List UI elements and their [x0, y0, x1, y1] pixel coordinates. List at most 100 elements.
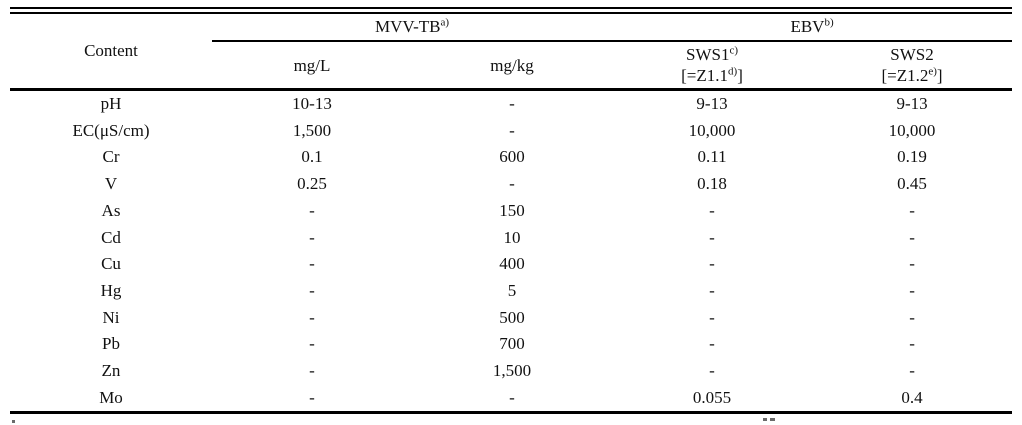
column-header-sws2: SWS2 [=Z1.2e)] — [812, 41, 1013, 91]
sws1-value-cell: 0.11 — [697, 147, 727, 167]
row-label-cell: As — [101, 200, 121, 220]
footnote-mark-b: b) — [824, 16, 834, 29]
mg-l-value-cell: 1,500 — [292, 120, 332, 140]
mg-kg-value-cell: 700 — [499, 334, 525, 354]
sws1-value-cell: - — [709, 334, 715, 354]
table-header: Content MVV-TBa) EBVb) mg/L mg/kg SWS1c) — [10, 14, 1013, 91]
sws1-value-cell: 9-13 — [696, 94, 728, 113]
column-label-sws2: SWS2 — [890, 45, 934, 64]
sws1-value-cell: 0.18 — [697, 174, 727, 194]
mg-l-value-cell: - — [309, 227, 315, 247]
mg-kg-value-cell: 150 — [499, 200, 525, 220]
group-header-mvv-tb: MVV-TBa) — [212, 14, 613, 42]
table-row: Pb - 700 - - — [10, 331, 1012, 358]
mg-l-value-cell: - — [309, 361, 315, 381]
clipped-footnote-fragment — [12, 420, 15, 423]
table-row: Cu - 400 - - — [10, 251, 1012, 278]
column-header-mg-kg: mg/kg — [412, 41, 613, 91]
table-row: As - 150 - - — [10, 198, 1012, 225]
column-label-mg-l: mg/L — [293, 55, 331, 75]
sws2-value-cell: - — [909, 227, 915, 247]
mg-kg-value-cell: 500 — [499, 307, 525, 327]
footnote-mark-e: e) — [928, 65, 937, 78]
sws1-value-cell: - — [709, 307, 715, 327]
data-table: Content MVV-TBa) EBVb) mg/L mg/kg SWS1c) — [10, 14, 1013, 415]
mg-l-value-cell: - — [309, 200, 315, 220]
group-label-mvv-tb: MVV-TB — [374, 17, 441, 36]
table-row: Cd - 10 - - — [10, 225, 1012, 252]
sws2-value-cell: - — [909, 334, 915, 354]
clipped-footnote-fragment — [763, 418, 767, 421]
sws1-value-cell: - — [709, 200, 715, 220]
mg-l-value-cell: - — [309, 334, 315, 354]
content-column-header: Content — [10, 14, 212, 91]
table-row: Cr 0.1 600 0.11 0.19 — [10, 144, 1012, 171]
mg-kg-value-cell: - — [509, 94, 515, 113]
sws2-value-cell: 0.4 — [812, 384, 1013, 415]
column-header-mg-l: mg/L — [212, 41, 412, 91]
sws1-value-cell: - — [709, 227, 715, 247]
mg-kg-value-cell: - — [509, 120, 515, 140]
mg-l-value-cell: 10-13 — [292, 94, 332, 113]
mg-kg-value-cell: - — [509, 174, 515, 194]
table-row: Zn - 1,500 - - — [10, 358, 1012, 385]
mg-l-value-cell: - — [309, 254, 315, 274]
group-label-ebv: EBV — [790, 17, 825, 36]
sws2-value-cell: 9-13 — [896, 94, 928, 113]
group-header-ebv: EBVb) — [612, 14, 1013, 42]
paper-table: Content MVV-TBa) EBVb) mg/L mg/kg SWS1c) — [10, 7, 1013, 415]
mg-l-value-cell: 0.1 — [301, 147, 323, 167]
mg-kg-value-cell: 600 — [499, 147, 525, 167]
sws2-value-cell: - — [909, 254, 915, 274]
sws1-value-cell: - — [709, 361, 715, 381]
mg-l-value-cell: - — [309, 307, 315, 327]
mg-l-value-cell: - — [309, 280, 315, 300]
mg-kg-value-cell: - — [412, 384, 613, 415]
sws2-value-cell: - — [909, 280, 915, 300]
sws1-value-cell: - — [709, 254, 715, 274]
sws2-value-cell: 10,000 — [888, 120, 936, 140]
top-double-rule — [10, 7, 1012, 14]
row-label-cell: Zn — [101, 361, 121, 381]
sub-header-row: mg/L mg/kg SWS1c) [=Z1.1d)] SWS2 [=Z1.2e… — [10, 41, 1013, 91]
footnote-mark-d: d) — [728, 65, 738, 78]
column-label-mg-kg: mg/kg — [490, 55, 534, 75]
sws2-value-cell: 0.19 — [897, 147, 927, 167]
row-label-cell: Cu — [101, 254, 121, 274]
mg-l-value-cell: 0.25 — [297, 174, 327, 194]
row-label-cell: EC(μS/cm) — [72, 120, 150, 140]
mg-kg-value-cell: 5 — [507, 280, 517, 300]
mg-l-value-cell: - — [212, 384, 412, 415]
sws2-value-cell: - — [909, 200, 915, 220]
row-label-cell: Ni — [102, 307, 120, 327]
mg-kg-value-cell: 1,500 — [492, 361, 532, 381]
row-label-cell: V — [104, 174, 118, 194]
table-row: Hg - 5 - - — [10, 278, 1012, 305]
sws1-value-cell: - — [709, 280, 715, 300]
table-row: EC(μS/cm) 1,500 - 10,000 10,000 — [10, 118, 1012, 145]
table-body: pH 10-13 - 9-13 9-13 EC(μS/cm) 1,500 - 10,000 10,… — [10, 90, 1013, 415]
footnote-mark-a: a) — [440, 16, 450, 29]
table-row: Mo - -0.055 0.4 — [10, 384, 1013, 415]
row-label-cell: Hg — [100, 280, 122, 300]
column-alias-sws2: [=Z1.2e)] — [881, 65, 943, 85]
sws1-value-cell: 0.055 — [612, 384, 813, 415]
mg-kg-value-cell: 10 — [503, 227, 521, 247]
footnote-mark-c: c) — [729, 44, 739, 57]
column-header-sws1: SWS1c) [=Z1.1d)] — [612, 41, 813, 91]
group-header-row: Content MVV-TBa) EBVb) — [10, 14, 1013, 91]
row-label-cell: Cr — [102, 147, 120, 167]
column-label-sws1: SWS1c) — [686, 44, 739, 64]
content-header-label: Content — [84, 41, 138, 60]
row-label-cell: Cd — [101, 227, 121, 247]
sws2-value-cell: - — [909, 307, 915, 327]
row-label-cell: Pb — [102, 334, 120, 354]
sws2-value-cell: - — [909, 361, 915, 381]
row-label-cell: Mo — [10, 384, 212, 415]
table-row: V 0.25 - 0.18 0.45 — [10, 171, 1012, 198]
sws2-value-cell: 0.45 — [897, 174, 927, 194]
column-alias-sws1: [=Z1.1d)] — [681, 65, 743, 85]
table-row: Ni - 500 - - — [10, 305, 1012, 332]
sws1-value-cell: 10,000 — [688, 120, 736, 140]
clipped-footnote-fragment — [770, 418, 775, 421]
